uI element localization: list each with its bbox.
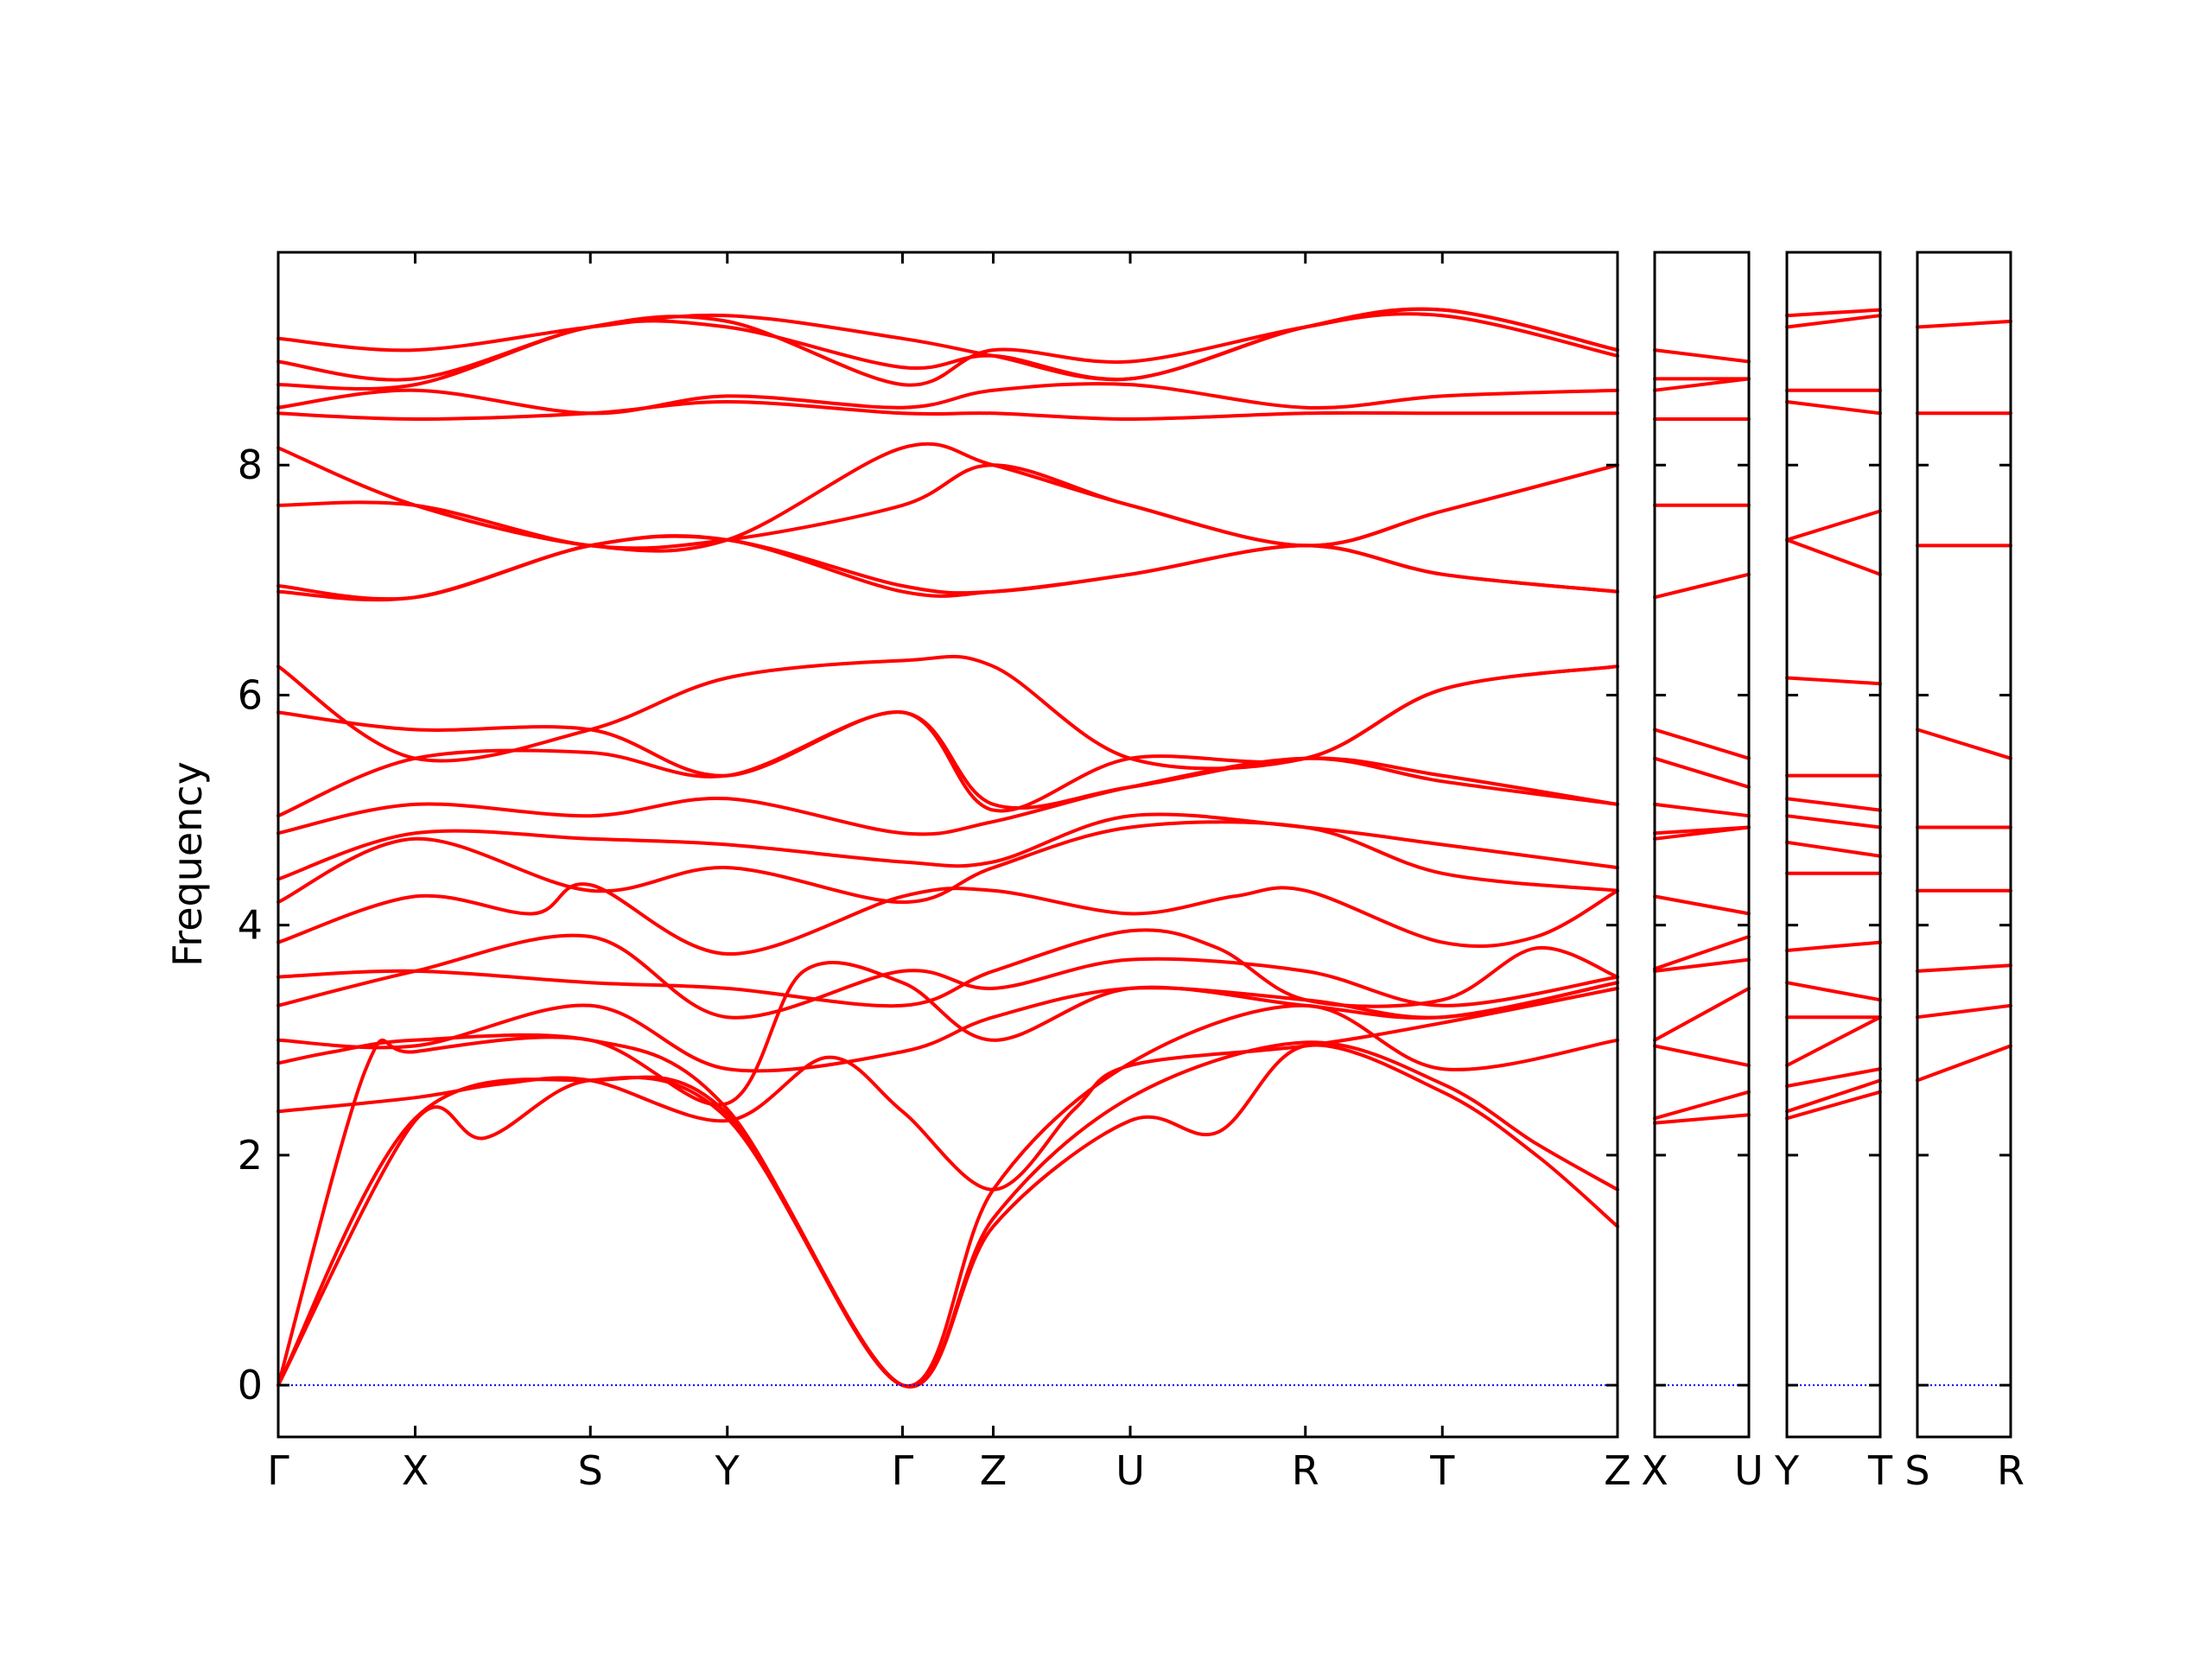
band-line-main-18 [276, 442, 1619, 553]
band-line-main-1 [276, 1040, 1619, 1389]
band-line-p3-10 [1785, 797, 1882, 812]
band-line-p4-5 [1916, 728, 2012, 760]
band-line-main-19 [276, 400, 1619, 421]
x-tick-label-p3-0: Y [1774, 1447, 1800, 1494]
band-line-main-7 [276, 928, 1619, 1008]
band-line-p3-9 [1785, 814, 1882, 830]
x-tick-label-main-0: Γ [267, 1447, 289, 1494]
band-line-main-12 [276, 710, 1619, 818]
band-line-p4-1 [1916, 1003, 2012, 1020]
band-line-p3-5 [1785, 981, 1882, 1002]
y-tick-label-2: 4 [238, 902, 263, 949]
band-line-p2-2 [1653, 1044, 1751, 1068]
band-line-main-20 [276, 382, 1619, 416]
x-tick-label-main-5: Z [980, 1447, 1007, 1494]
x-tick-label-p4-1: R [1997, 1447, 2024, 1494]
band-line-p3-13 [1785, 537, 1882, 576]
band-line-main-14 [276, 654, 1619, 771]
band-line-main-11 [276, 756, 1619, 836]
axes-frame-p3 [1785, 251, 1882, 1439]
band-line-p2-10 [1653, 756, 1751, 789]
band-line-p2-8 [1653, 825, 1751, 836]
band-line-p2-4 [1653, 957, 1751, 973]
x-tick-label-main-4: Γ [892, 1447, 914, 1494]
x-tick-label-main-6: U [1116, 1447, 1145, 1494]
axes-frame-main [276, 251, 1619, 1439]
band-line-p3-17 [1785, 314, 1882, 329]
y-axis-label: Frequency [164, 761, 211, 967]
y-tick-label-0: 0 [238, 1362, 263, 1408]
band-line-main-9 [276, 820, 1619, 905]
band-line-p2-3 [1653, 986, 1751, 1042]
band-line-main-16 [276, 534, 1619, 602]
x-tick-label-p4-0: S [1904, 1447, 1929, 1494]
x-tick-label-main-9: Z [1604, 1447, 1631, 1494]
y-tick-label-1: 2 [238, 1132, 263, 1179]
axes-frame-p4 [1916, 251, 2012, 1439]
x-tick-label-main-7: R [1292, 1447, 1319, 1494]
x-tick-label-p3-1: T [1867, 1447, 1893, 1494]
band-line-main-5 [276, 981, 1619, 1073]
x-tick-label-p2-0: X [1641, 1447, 1669, 1494]
band-line-p3-0 [1785, 1090, 1882, 1121]
x-tick-label-main-8: T [1429, 1447, 1455, 1494]
x-tick-label-main-1: X [402, 1447, 429, 1494]
axes-frame-p2 [1653, 251, 1751, 1439]
band-line-main-21 [276, 312, 1619, 391]
band-line-p3-18 [1785, 308, 1882, 318]
band-line-p2-1 [1653, 1090, 1751, 1121]
band-line-main-13 [276, 664, 1619, 813]
band-line-main-10 [276, 812, 1619, 881]
band-line-p4-0 [1916, 1044, 2012, 1083]
x-tick-label-main-3: Y [715, 1447, 741, 1494]
axes-layer [276, 251, 2012, 1439]
band-line-p3-3 [1785, 1015, 1882, 1068]
band-line-main-8 [276, 882, 1619, 957]
band-line-p3-8 [1785, 840, 1882, 858]
band-line-p3-15 [1785, 400, 1882, 416]
band-line-p4-8 [1916, 319, 2012, 329]
y-tick-label-3: 6 [238, 671, 263, 718]
band-line-p2-9 [1653, 802, 1751, 818]
band-line-main-23 [276, 307, 1619, 382]
x-tick-label-main-2: S [578, 1447, 603, 1494]
band-line-p2-6 [1653, 894, 1751, 916]
band-line-p2-12 [1653, 572, 1751, 600]
band-line-p2-11 [1653, 728, 1751, 760]
band-line-p4-2 [1916, 963, 2012, 973]
band-line-p3-14 [1785, 509, 1882, 542]
band-line-p3-12 [1785, 676, 1882, 686]
band-line-p2-0 [1653, 1113, 1751, 1125]
band-line-p3-1 [1785, 1078, 1882, 1114]
band-line-p3-6 [1785, 940, 1882, 952]
band-line-p2-5 [1653, 935, 1751, 971]
y-tick-label-4: 8 [238, 442, 263, 488]
band-line-main-6 [276, 933, 1619, 1020]
bands-layer [276, 307, 2012, 1389]
band-line-p2-17 [1653, 348, 1751, 364]
band-line-main-3 [276, 986, 1619, 1192]
band-line-main-17 [276, 463, 1619, 550]
band-line-p3-2 [1785, 1067, 1882, 1088]
x-tick-label-p2-1: U [1734, 1447, 1764, 1494]
